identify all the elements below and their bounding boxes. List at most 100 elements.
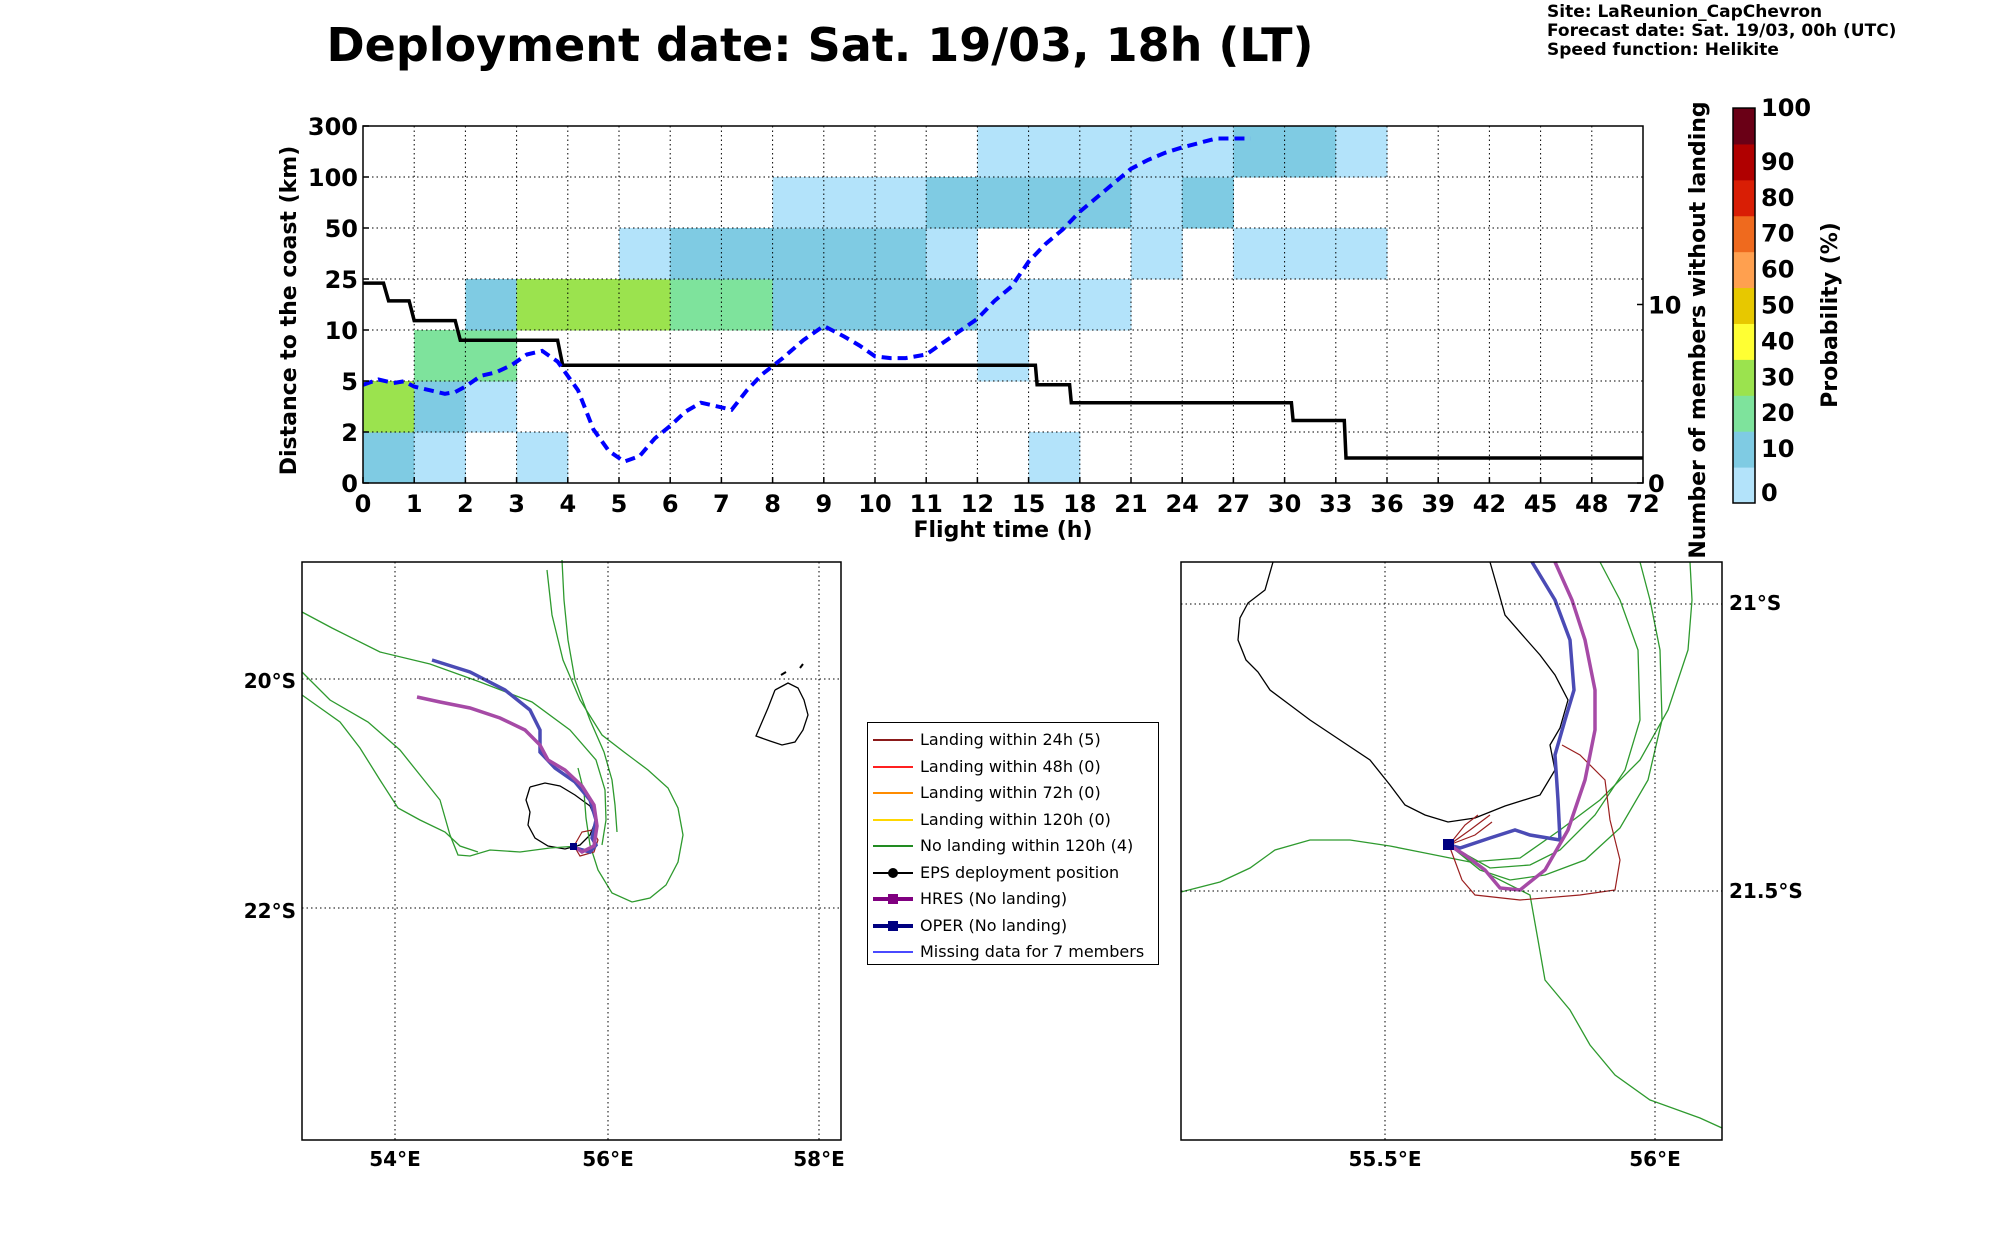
y2-tick-label: 10 (1648, 292, 1681, 320)
heatmap-cell (721, 279, 774, 331)
legend-swatch (873, 792, 913, 794)
x-tick-label: 9 (815, 490, 832, 518)
y-tick-label: 300 (308, 113, 358, 141)
heatmap-cell (619, 279, 671, 331)
latitude-label: 20°S (244, 669, 296, 693)
y-tick-label: 0 (341, 470, 358, 498)
legend-marker (888, 867, 898, 878)
probability-heatmap (363, 126, 1388, 484)
x-tick-label: 36 (1370, 490, 1403, 518)
legend-item: Missing data for 7 members (868, 939, 1158, 965)
forecast-info: Site: LaReunion_CapChevron Forecast date… (1547, 3, 1896, 60)
colorbar-segment (1733, 323, 1755, 360)
legend-marker (888, 894, 898, 904)
y-tick-label: 25 (325, 266, 358, 294)
heatmap-cell (516, 279, 569, 331)
heatmap-cell (414, 330, 466, 382)
heatmap-cell (1131, 177, 1183, 229)
x-tick-label: 3 (508, 490, 525, 518)
heatmap-cell (516, 432, 569, 484)
latitude-label: 21.5°S (1729, 879, 1803, 903)
landing-24h-trajectory (1448, 744, 1621, 901)
y-tick-label: 5 (341, 368, 358, 396)
colorbar-segment (1733, 431, 1755, 468)
legend-item: Landing within 120h (0) (868, 807, 1158, 833)
heatmap-cell (977, 279, 1030, 331)
legend-label: Landing within 72h (0) (920, 783, 1101, 802)
longitude-label: 56°E (1629, 1147, 1681, 1171)
heatmap-cell (670, 228, 722, 280)
hres-trajectory (416, 695, 599, 855)
heatmap-cell (567, 279, 620, 331)
heatmap-cell (977, 177, 1030, 229)
heatmap-cell (1233, 228, 1286, 280)
legend-swatch (873, 845, 913, 847)
x-tick-label: 48 (1575, 490, 1608, 518)
x-tick-label: 6 (662, 490, 679, 518)
legend-item: No landing within 120h (4) (868, 833, 1158, 859)
colorbar-segment (1733, 108, 1755, 145)
no-landing-trajectory (561, 559, 618, 833)
legend-label: Landing within 48h (0) (920, 756, 1101, 776)
longitude-label: 55.5°E (1348, 1147, 1421, 1171)
heatmap-cell (977, 126, 1030, 178)
legend-swatch (873, 739, 913, 741)
legend-label: Landing within 24h (5) (920, 730, 1101, 749)
oper-trajectory (431, 658, 599, 854)
x-tick-label: 4 (559, 490, 576, 518)
landing-24h-trajectory (1448, 821, 1493, 846)
forecast-date-label: Forecast date: Sat. 19/03, 00h (UTC) (1547, 21, 1897, 41)
colorbar-tick-label: 40 (1761, 327, 1794, 355)
no-landing-trajectory (1448, 561, 1663, 881)
legend-label: HRES (No landing) (920, 889, 1068, 908)
colorbar-segment (1733, 251, 1755, 289)
probability-colorbar: 0 10 20 30 40 50 60 70 80 90 100 Probability (%) (1732, 94, 1843, 507)
colorbar-segment (1733, 143, 1755, 181)
colorbar-tick-label: 100 (1761, 94, 1811, 122)
heatmap-cell (465, 279, 518, 331)
islet-marks (780, 663, 804, 676)
heatmap-cell (1335, 228, 1388, 280)
colorbar-segment (1733, 395, 1755, 432)
heatmap-cell (1182, 126, 1234, 178)
x-tick-label: 30 (1268, 490, 1301, 518)
no-landing-trajectory (301, 611, 607, 846)
heatmap-cell (823, 177, 876, 229)
x-tick-label: 72 (1626, 490, 1659, 518)
longitude-label: 56°E (582, 1147, 634, 1171)
legend-marker (888, 920, 898, 931)
colorbar-tick-label: 10 (1761, 435, 1794, 463)
colorbar-segment (1733, 179, 1755, 217)
legend-item: Landing within 72h (0) (868, 780, 1158, 806)
speed-function-label: Speed function: Helikite (1547, 40, 1779, 60)
heatmap-cell (977, 330, 1030, 382)
heatmap-cell (823, 228, 876, 280)
colorbar-segment (1733, 287, 1755, 324)
colorbar-tick-label: 60 (1761, 256, 1794, 284)
colorbar-tick-label: 20 (1761, 399, 1794, 427)
x-tick-label: 0 (355, 490, 372, 518)
colorbar-tick-label: 90 (1761, 148, 1794, 176)
heatmap-cell (772, 279, 825, 331)
no-landing-trajectory (301, 694, 479, 853)
heatmap-cell (1233, 126, 1286, 178)
no-landing-trajectory (1448, 561, 1641, 869)
heatmap-cell (875, 279, 927, 331)
heatmap-axes: 0 1 2 3 4 5 6 7 8 9 10 11 12 15 18 21 24 27 30 33 36 39 42 45 48… (277, 101, 1711, 558)
heatmap-cell (823, 279, 876, 331)
heatmap-cell (926, 279, 978, 331)
colorbar-label: Probability (%) (1818, 222, 1843, 408)
legend-swatch (873, 765, 913, 768)
legend-item: EPS deployment position (868, 860, 1158, 886)
legend-swatch (873, 951, 913, 953)
y-tick-label: 2 (341, 419, 358, 447)
heatmap-cell (414, 432, 466, 484)
landing-24h-trajectory (573, 829, 599, 857)
x-axis-label: Flight time (h) (913, 518, 1092, 543)
heatmap-cell (1284, 126, 1337, 178)
y-axis-label: Distance to the coast (km) (277, 146, 302, 476)
heatmap-cell (926, 177, 978, 229)
legend-item: Landing within 48h (0) (868, 754, 1158, 780)
colorbar-tick-label: 70 (1761, 220, 1794, 248)
